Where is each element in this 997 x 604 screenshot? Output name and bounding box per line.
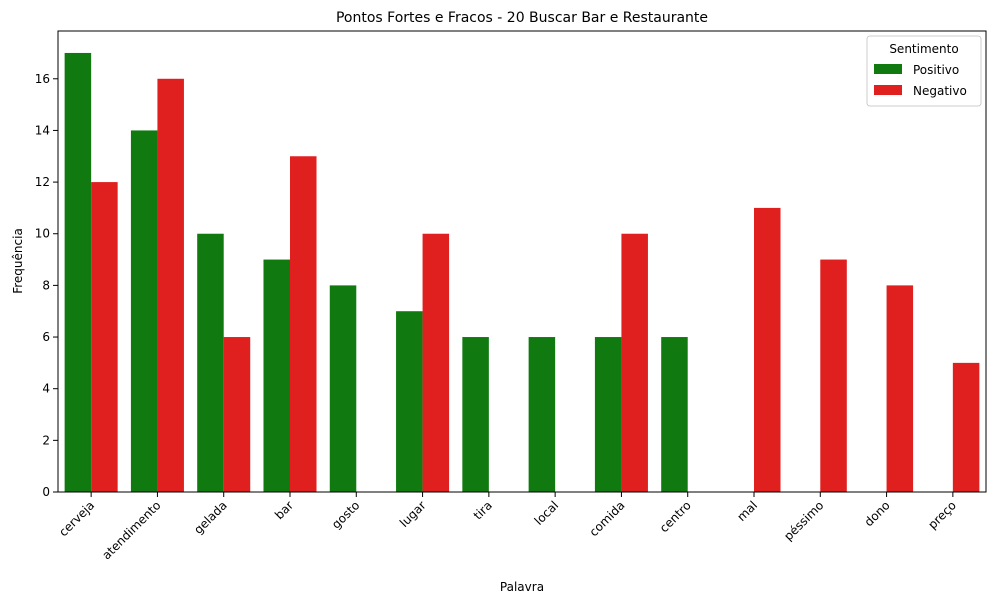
x-tick-label: péssimo — [781, 498, 826, 543]
legend-swatch-positivo — [874, 64, 902, 74]
legend-title: Sentimento — [889, 42, 958, 56]
bar-negativo-8 — [621, 233, 648, 492]
bar-negativo-1 — [157, 78, 184, 492]
x-tick-label: comida — [587, 498, 628, 539]
x-tick-label: preço — [925, 498, 959, 532]
legend: Sentimento Positivo Negativo — [866, 35, 982, 107]
bar-negativo-2 — [223, 337, 251, 492]
x-tick-label: lugar — [397, 498, 429, 530]
y-tick-label: 2 — [42, 433, 50, 447]
y-tick-label: 0 — [42, 485, 50, 499]
x-tick-label: gelada — [191, 498, 230, 537]
bar-negativo-10 — [754, 207, 781, 492]
legend-label-positivo: Positivo — [913, 63, 959, 77]
y-tick-label: 6 — [42, 330, 50, 344]
bar-negativo-0 — [91, 182, 118, 492]
chart-title: Pontos Fortes e Fracos - 20 Buscar Bar e… — [336, 10, 708, 26]
x-tick-label: cerveja — [56, 498, 97, 539]
bar-negativo-11 — [820, 259, 847, 492]
bar-positivo-5 — [396, 311, 423, 492]
legend-label-negativo: Negativo — [913, 84, 967, 98]
plot-frame — [57, 30, 987, 493]
x-tick-label: centro — [657, 498, 694, 535]
y-axis-label: Frequência — [11, 228, 25, 294]
bar-positivo-3 — [263, 259, 290, 492]
x-tick-label: mal — [734, 498, 760, 524]
y-axis: 0 2 4 6 8 10 12 14 16 — [35, 72, 58, 499]
bar-positivo-1 — [130, 130, 158, 492]
x-tick-label: atendimento — [99, 498, 163, 562]
bar-positivo-4 — [329, 285, 357, 492]
bar-negativo-5 — [422, 233, 450, 492]
bar-positivo-2 — [197, 233, 224, 492]
y-tick-label: 10 — [35, 227, 50, 241]
x-tick-label: dono — [862, 498, 893, 529]
bar-negativo-12 — [886, 285, 914, 492]
bar-negativo-13 — [952, 362, 980, 492]
x-tick-label: tira — [471, 498, 495, 522]
legend-swatch-negativo — [874, 85, 902, 95]
bar-positivo-8 — [594, 337, 622, 492]
x-tick-label: gosto — [329, 498, 362, 531]
bars-group — [64, 52, 980, 493]
x-axis-label: Palavra — [500, 580, 544, 594]
y-tick-label: 8 — [42, 278, 50, 292]
bar-positivo-9 — [661, 337, 688, 492]
bar-positivo-6 — [462, 337, 489, 492]
x-tick-label: bar — [272, 498, 296, 522]
bar-positivo-0 — [64, 52, 92, 492]
y-tick-label: 14 — [35, 123, 50, 137]
x-axis: cerveja atendimento gelada bar gosto lugar tir… — [56, 492, 959, 562]
bar-negativo-3 — [290, 156, 317, 493]
y-tick-label: 12 — [35, 175, 50, 189]
y-tick-label: 16 — [35, 72, 50, 86]
bar-positivo-7 — [528, 337, 556, 492]
y-tick-label: 4 — [42, 382, 50, 396]
x-tick-label: local — [532, 498, 562, 528]
